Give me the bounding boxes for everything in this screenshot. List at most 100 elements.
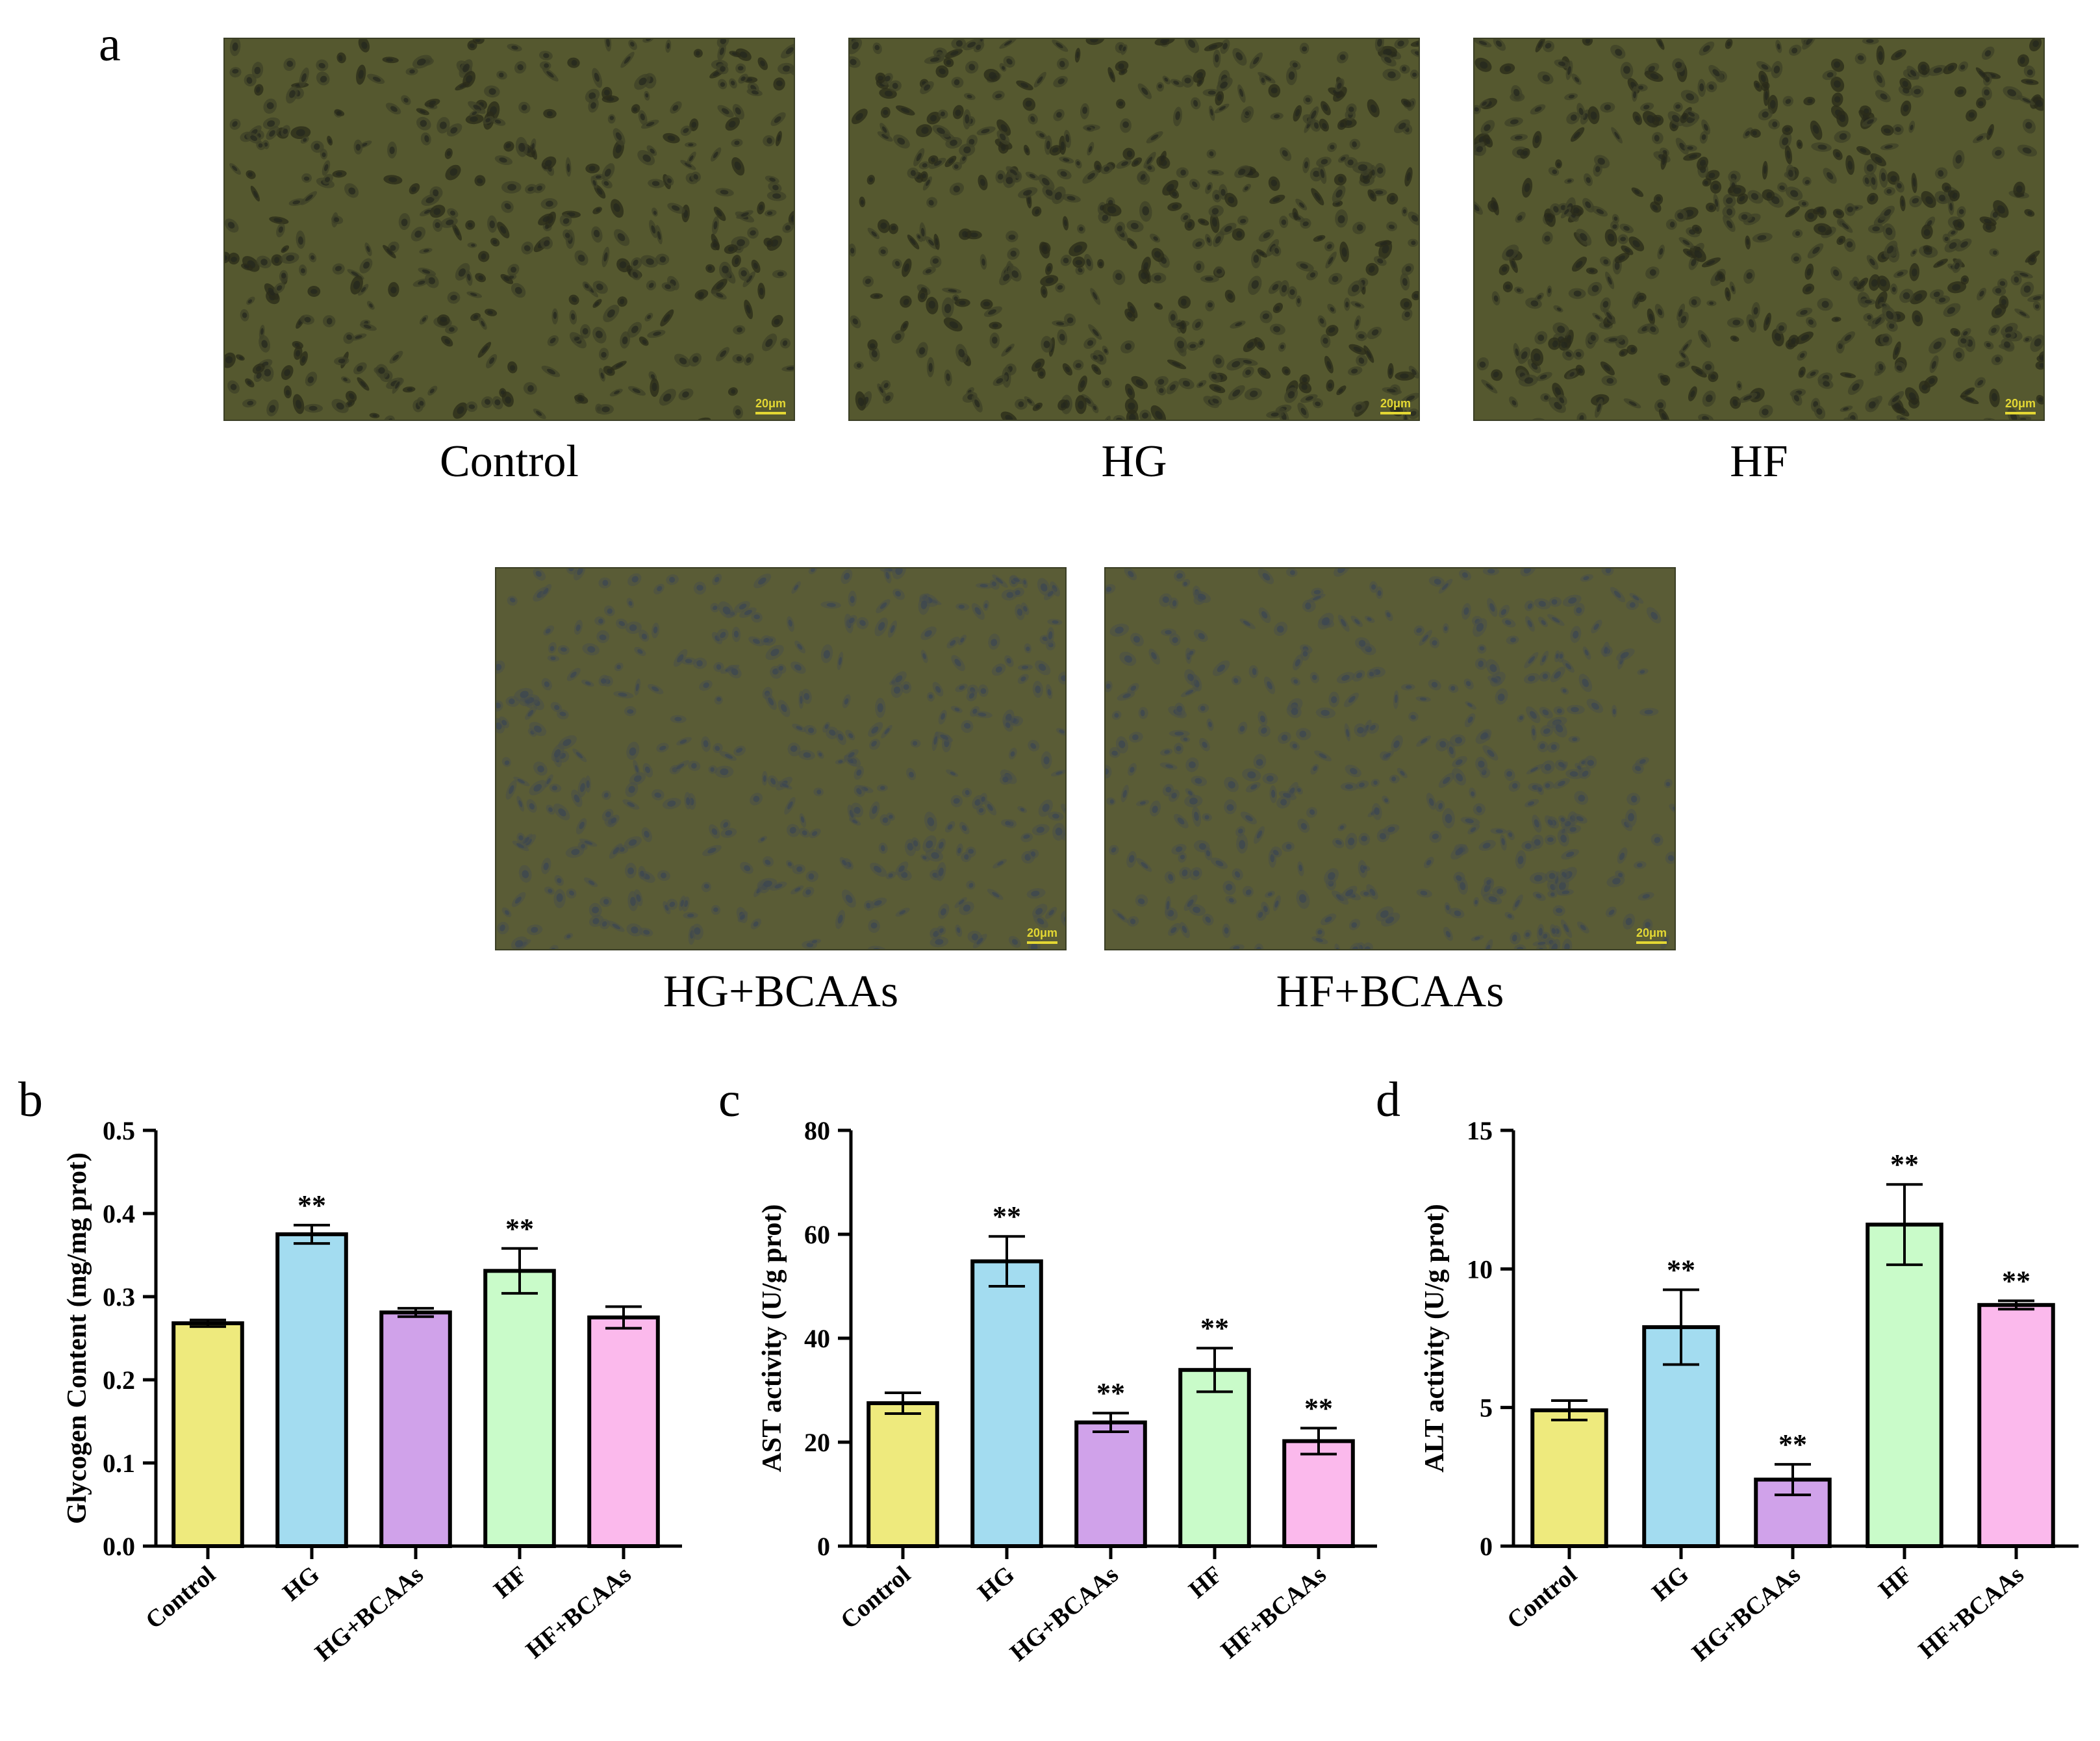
micrograph-caption-hf: HF xyxy=(1730,437,1788,487)
cell xyxy=(1660,375,1671,386)
cell xyxy=(1040,275,1059,286)
cell xyxy=(515,136,528,157)
cell xyxy=(984,800,997,816)
cell xyxy=(1888,391,1904,406)
cell xyxy=(1057,329,1068,346)
cell xyxy=(1792,229,1803,238)
cell xyxy=(1167,359,1187,370)
cell xyxy=(1844,203,1856,216)
cell xyxy=(852,108,868,125)
cell xyxy=(1278,342,1286,352)
cell xyxy=(1349,138,1361,150)
cell xyxy=(2027,294,2043,302)
cell xyxy=(1560,206,1572,219)
cell xyxy=(958,634,967,646)
cell xyxy=(429,205,446,218)
cell xyxy=(1146,131,1163,144)
cell xyxy=(1115,60,1129,72)
y-tick-label: 15 xyxy=(1467,1116,1493,1145)
cell xyxy=(2021,79,2039,85)
cell xyxy=(878,843,888,854)
cell xyxy=(1166,381,1179,394)
cell xyxy=(538,213,553,226)
cell xyxy=(1222,923,1231,938)
cell xyxy=(938,109,948,119)
cell xyxy=(701,736,711,752)
cell xyxy=(1862,117,1877,127)
cell xyxy=(1162,75,1171,84)
cell xyxy=(900,320,909,333)
cell xyxy=(1482,568,1500,576)
cell xyxy=(1048,811,1064,821)
cell xyxy=(683,911,698,919)
cell xyxy=(501,181,522,194)
cell xyxy=(1904,387,1919,405)
cell xyxy=(717,43,726,61)
cell xyxy=(716,39,729,48)
cell xyxy=(1060,910,1065,928)
cell xyxy=(1192,318,1204,331)
cell xyxy=(1149,800,1161,817)
cell xyxy=(2017,54,2029,68)
cell xyxy=(1023,144,1030,156)
cell xyxy=(628,40,637,50)
cell xyxy=(592,327,607,344)
cell xyxy=(870,863,887,877)
y-tick-label: 5 xyxy=(1480,1393,1493,1423)
cell xyxy=(918,595,930,615)
cell xyxy=(1351,401,1366,413)
cell xyxy=(1758,70,1769,88)
cell xyxy=(1785,206,1800,218)
cell xyxy=(1119,652,1137,667)
cell xyxy=(1404,167,1413,187)
cell xyxy=(1261,901,1270,915)
cell xyxy=(547,335,559,347)
cell xyxy=(1280,147,1292,161)
cell xyxy=(1094,160,1102,173)
cell xyxy=(436,117,450,134)
cell xyxy=(869,801,880,820)
cell xyxy=(245,378,255,388)
cell xyxy=(1084,125,1094,132)
cell xyxy=(1310,120,1321,132)
cell xyxy=(1336,51,1348,64)
cell xyxy=(1400,273,1410,291)
cell xyxy=(401,95,411,105)
significance-marker: ** xyxy=(1890,1149,1919,1180)
cell xyxy=(244,73,257,87)
cell xyxy=(1879,168,1888,188)
cell xyxy=(1499,604,1510,618)
cell xyxy=(913,148,925,166)
cell xyxy=(1909,263,1920,281)
bar xyxy=(275,1232,348,1548)
cell xyxy=(1320,334,1331,348)
cell xyxy=(1016,80,1033,90)
cell xyxy=(1953,347,1965,362)
cell xyxy=(526,799,537,813)
cell xyxy=(1049,145,1062,156)
cell xyxy=(1340,782,1358,791)
cell xyxy=(1779,131,1792,149)
cell xyxy=(598,674,609,687)
cell xyxy=(323,315,336,327)
cell xyxy=(625,621,642,634)
cell xyxy=(367,73,385,84)
cell xyxy=(1532,891,1546,901)
cell xyxy=(1408,408,1419,420)
cell xyxy=(1473,803,1486,816)
cell xyxy=(1131,375,1148,389)
y-axis-label: Glycogen Content (mg/mg prot) xyxy=(62,1152,92,1524)
cell xyxy=(1127,916,1139,927)
cell xyxy=(1831,92,1843,107)
cell xyxy=(1623,913,1636,930)
cell xyxy=(1345,832,1358,850)
y-tick-label: 0.4 xyxy=(103,1199,135,1228)
cell xyxy=(2022,118,2036,134)
cell xyxy=(467,242,477,248)
cell xyxy=(1614,252,1630,263)
cell xyxy=(878,219,890,233)
cell xyxy=(1600,102,1615,113)
cell xyxy=(941,297,954,318)
cell xyxy=(763,237,774,248)
cell xyxy=(1817,298,1833,311)
